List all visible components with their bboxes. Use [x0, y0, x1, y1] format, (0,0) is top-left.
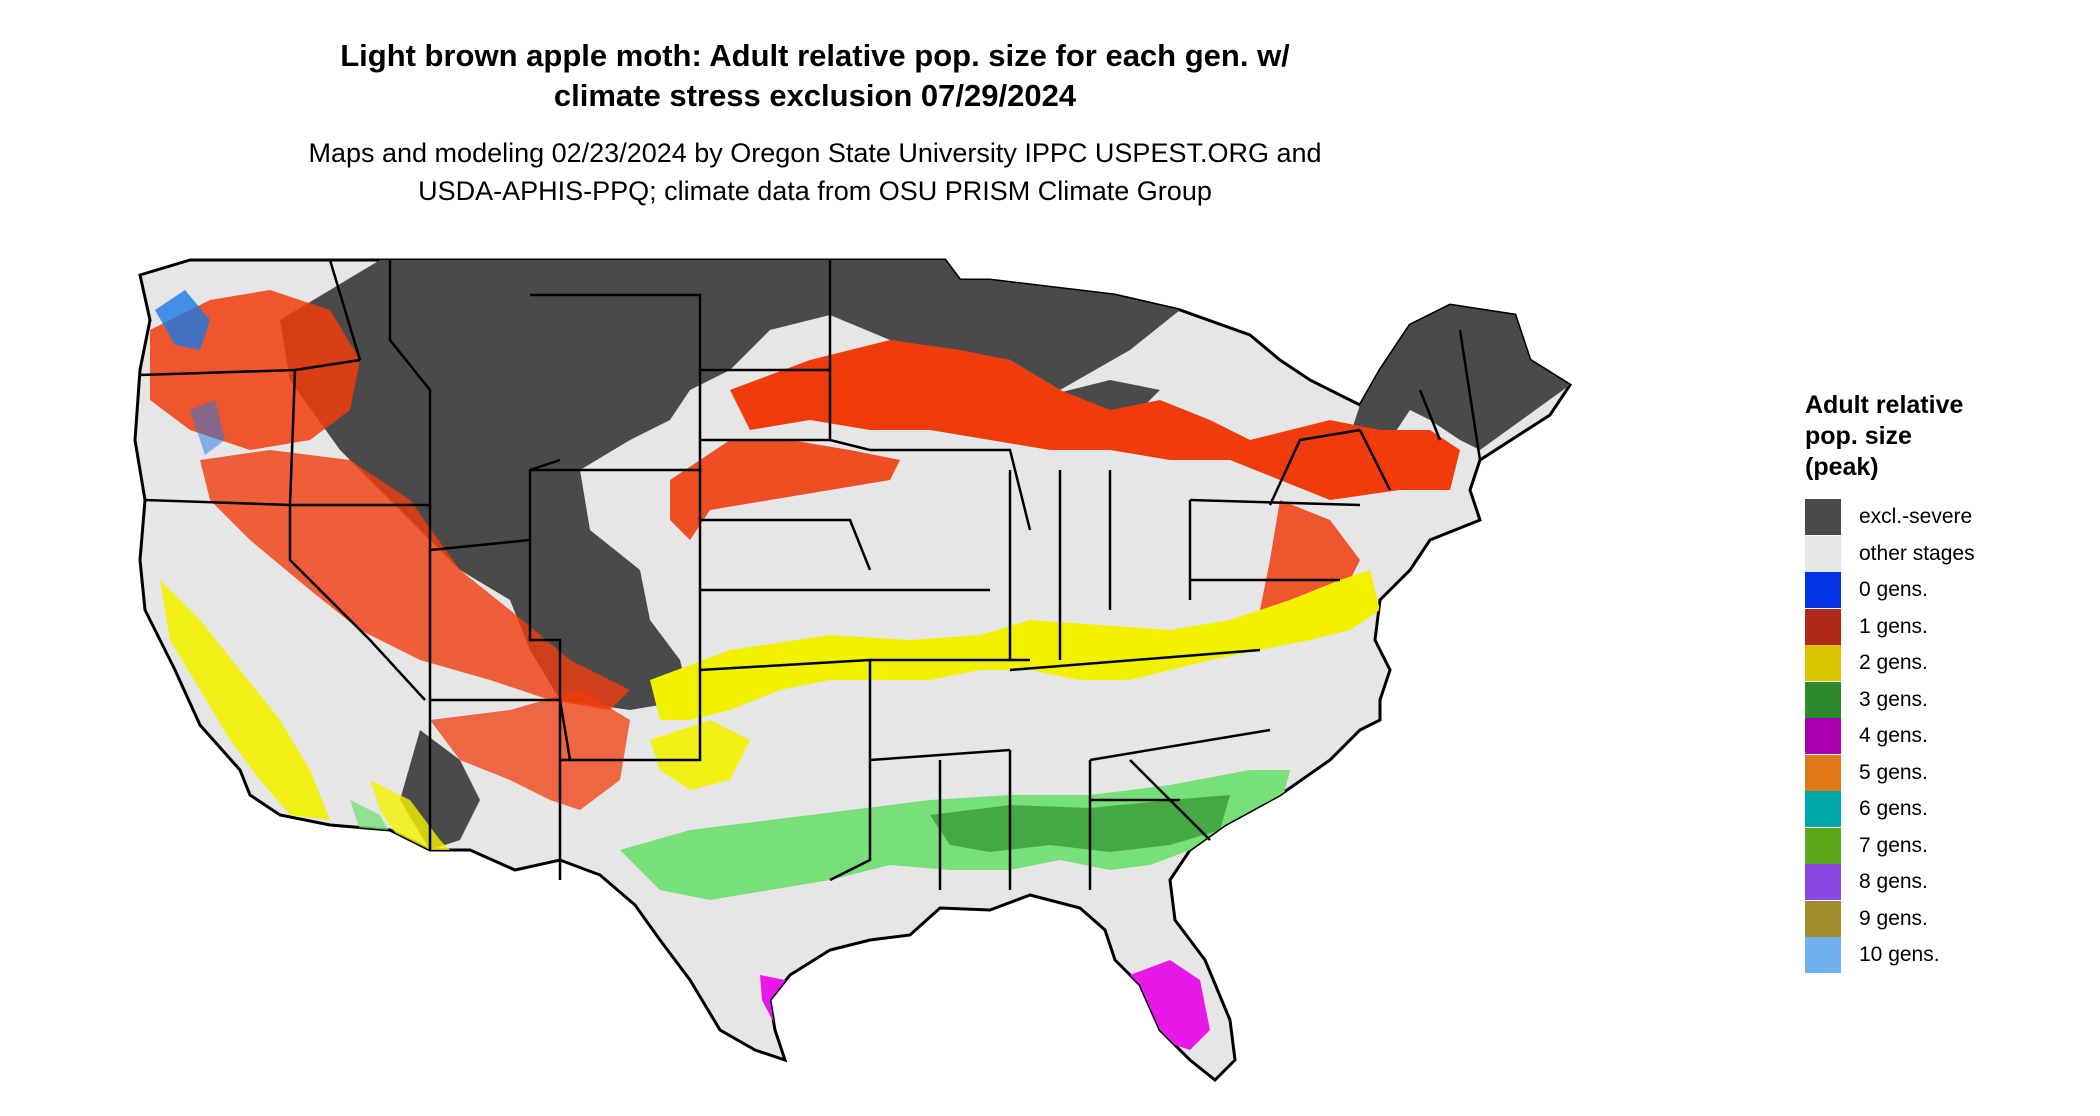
one-gen-nebraska-kansas: [670, 440, 900, 540]
legend-label: 4 gens.: [1859, 724, 1928, 748]
legend-item: excl.-severe: [1805, 499, 2085, 536]
state-borders: [139, 259, 1482, 890]
legend-label: 1 gens.: [1859, 614, 1928, 638]
one-gen-central-band: [730, 340, 1460, 500]
severe-zone-northeast: [1350, 305, 1570, 450]
legend-title-line3: (peak): [1805, 453, 1879, 481]
legend-item: 5 gens.: [1805, 754, 2085, 792]
map-subtitle-line2: USDA-APHIS-PPQ; climate data from OSU PR…: [418, 176, 1212, 206]
legend-swatch: [1805, 827, 1841, 864]
legend-item: 3 gens.: [1805, 681, 2085, 719]
legend-item: 4 gens.: [1805, 718, 2085, 755]
legend-item: 10 gens.: [1805, 937, 2085, 974]
map-title: Light brown apple moth: Adult relative p…: [0, 36, 1630, 116]
map-title-line2: climate stress exclusion 07/29/2024: [553, 78, 1077, 113]
legend-swatch: [1805, 681, 1841, 718]
legend-swatch: [1805, 608, 1841, 645]
two-gen-california: [160, 580, 330, 820]
one-gen-great-basin: [200, 450, 630, 710]
legend-item: 6 gens.: [1805, 791, 2085, 828]
two-gen-sonoran: [370, 780, 460, 865]
legend-label: 10 gens.: [1859, 943, 1940, 967]
legend-swatch: [1805, 535, 1841, 572]
map-subtitle: Maps and modeling 02/23/2024 by Oregon S…: [0, 134, 1630, 210]
legend-swatch: [1805, 718, 1841, 755]
legend-swatch: [1805, 864, 1841, 901]
legend-item: other stages: [1805, 535, 2085, 573]
legend-title-line2: pop. size: [1805, 422, 1912, 450]
legend-swatch: [1805, 572, 1841, 609]
legend-swatch: [1805, 499, 1841, 536]
legend-title: Adult relative pop. size (peak): [1805, 390, 2085, 483]
legend-item: 2 gens.: [1805, 645, 2085, 682]
legend-item: 1 gens.: [1805, 608, 2085, 646]
legend-swatch: [1805, 900, 1841, 937]
two-gen-central-band: [650, 570, 1380, 720]
blue-zone-oregon: [190, 400, 225, 455]
habitat-overlays: [150, 260, 1570, 1050]
legend-swatch: [1805, 791, 1841, 828]
legend-label: 9 gens.: [1859, 906, 1928, 930]
legend-label: 8 gens.: [1859, 870, 1928, 894]
legend-swatch: [1805, 937, 1841, 974]
legend-label: 3 gens.: [1859, 687, 1928, 711]
map-title-line1: Light brown apple moth: Adult relative p…: [340, 38, 1290, 73]
legend-label: 6 gens.: [1859, 797, 1928, 821]
blue-zone-cascades: [155, 290, 210, 350]
legend-item: 7 gens.: [1805, 827, 2085, 865]
legend-items: excl.-severe other stages 0 gens. 1 gens. 2 …: [1805, 499, 2085, 974]
severe-zone-northern-plains: [280, 260, 1180, 710]
map-subtitle-line1: Maps and modeling 02/23/2024 by Oregon S…: [308, 138, 1322, 168]
legend-swatch: [1805, 645, 1841, 682]
legend-label: other stages: [1859, 541, 1975, 565]
four-gen-florida: [1130, 960, 1210, 1050]
us-map: [133, 258, 1573, 1083]
legend-item: 0 gens.: [1805, 572, 2085, 609]
legend-label: 0 gens.: [1859, 578, 1928, 602]
legend-label: excl.-severe: [1859, 505, 1973, 529]
legend-title-line1: Adult relative: [1805, 391, 1964, 419]
legend-label: 5 gens.: [1859, 760, 1928, 784]
legend-item: 9 gens.: [1805, 900, 2085, 938]
one-gen-colorado-plateau: [430, 690, 630, 810]
legend: Adult relative pop. size (peak) excl.-se…: [1805, 390, 2085, 974]
three-gen-gulf-dark: [930, 795, 1230, 852]
legend-swatch: [1805, 754, 1841, 791]
legend-label: 2 gens.: [1859, 651, 1928, 675]
legend-item: 8 gens.: [1805, 864, 2085, 901]
legend-label: 7 gens.: [1859, 833, 1928, 857]
